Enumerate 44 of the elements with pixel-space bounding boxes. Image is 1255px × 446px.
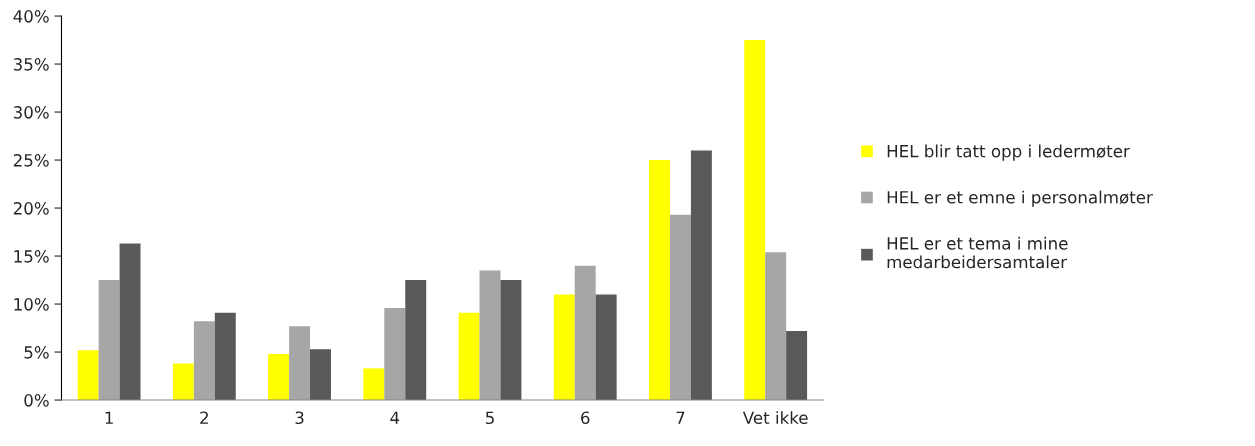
x-tick-label: Vet ikke: [742, 411, 808, 425]
y-tick-label: 35%: [13, 58, 49, 71]
bar: [458, 312, 480, 401]
bar: [363, 368, 385, 401]
y-tick-label: 30%: [13, 106, 49, 119]
legend-label: HEL er et tema i mine medarbeidersamtaler: [887, 236, 1068, 269]
bar: [193, 321, 215, 401]
bar: [744, 40, 766, 401]
bar: [384, 307, 406, 401]
bar: [595, 294, 617, 401]
x-tick-label: 2: [200, 411, 208, 424]
y-tick-label: 10%: [14, 298, 49, 311]
x-tick-label: 7: [676, 411, 685, 424]
bar: [310, 349, 331, 401]
x-tick-label: 6: [581, 411, 590, 425]
y-tick-label: 40%: [13, 10, 49, 23]
bar: [786, 330, 808, 401]
bar: [669, 214, 691, 401]
bar: [574, 265, 596, 401]
y-tick-label: 5%: [24, 346, 49, 359]
y-tick-label: 0%: [24, 394, 49, 407]
x-tick-label: 3: [295, 411, 304, 425]
bar: [649, 160, 670, 401]
bar: [77, 350, 99, 401]
bar: [289, 326, 311, 401]
bar: [119, 243, 141, 401]
y-tick-label: 15%: [14, 250, 49, 263]
bar: [500, 280, 522, 401]
bar: [172, 363, 194, 401]
x-tick-label: 1: [105, 411, 113, 424]
bar: [690, 150, 712, 401]
bar: [765, 252, 787, 401]
bar: [405, 280, 427, 401]
x-tick-label: 5: [485, 411, 494, 425]
bar: [98, 280, 120, 401]
x-tick-label: 4: [390, 411, 400, 424]
legend-label: HEL blir tatt opp i ledermøter: [887, 144, 1130, 161]
bar: [268, 353, 290, 401]
legend-label: HEL er et emne i personalmøter: [887, 190, 1153, 207]
y-tick-label: 20%: [13, 202, 49, 215]
bar: [553, 294, 575, 401]
bar: [479, 270, 501, 401]
bar: [214, 312, 236, 401]
y-tick-label: 25%: [13, 154, 49, 167]
